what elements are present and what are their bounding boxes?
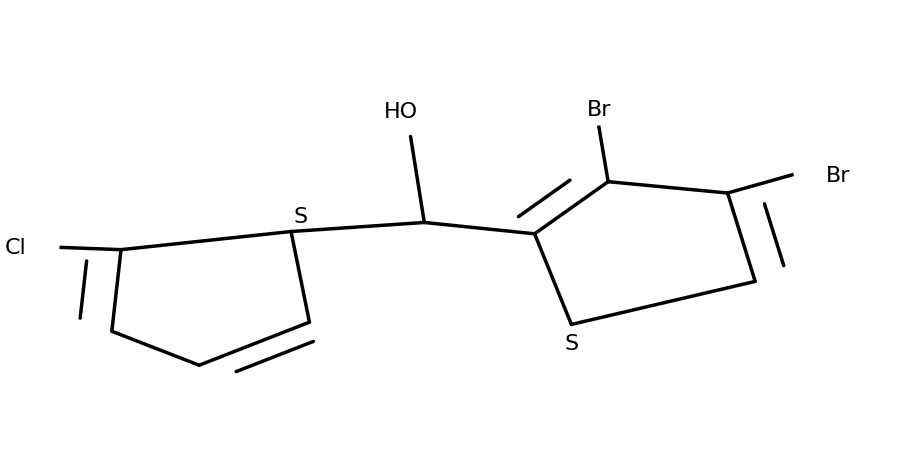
Text: S: S [564, 333, 578, 353]
Text: HO: HO [384, 102, 419, 122]
Text: Br: Br [586, 100, 611, 120]
Text: Br: Br [825, 166, 850, 186]
Text: Cl: Cl [5, 238, 26, 258]
Text: S: S [293, 206, 307, 226]
